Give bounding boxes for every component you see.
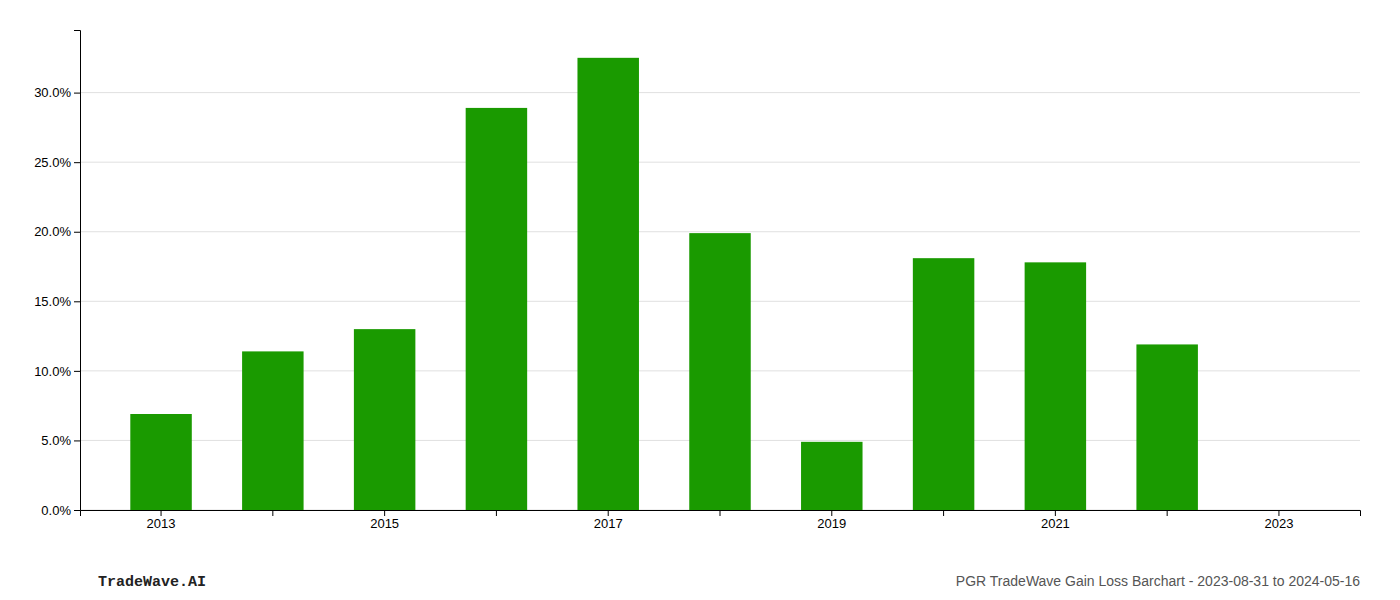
- bar: [242, 351, 303, 510]
- annotation: TradeWave.AI: [98, 574, 206, 591]
- x-tick: [1167, 510, 1168, 516]
- x-tick-mark: [943, 510, 944, 516]
- y-tick-mark: [74, 232, 80, 233]
- grid-line: [80, 92, 1360, 93]
- y-tick-mark: [74, 371, 80, 372]
- x-tick-mark: [831, 510, 832, 516]
- x-tick-mark: [1278, 510, 1279, 516]
- bars: [130, 58, 1198, 510]
- y-tick-mark: [74, 301, 80, 302]
- x-tick: 2013: [147, 510, 176, 531]
- y-tick-label: 20.0%: [34, 224, 71, 239]
- x-tick: 2021: [1041, 510, 1070, 531]
- y-tick: 10.0%: [34, 364, 80, 379]
- y-tick-mark: [74, 93, 80, 94]
- x-tick: [496, 510, 497, 516]
- x-tick-mark: [1055, 510, 1056, 516]
- x-tick-label: 2019: [817, 516, 846, 531]
- x-tick-label: 2015: [370, 516, 399, 531]
- y-tick-label: 0.0%: [41, 503, 71, 518]
- x-tick-label: 2017: [594, 516, 623, 531]
- x-tick-mark: [1167, 510, 1168, 516]
- y-axis: 0.0% 5.0% 10.0% 15.0% 20.0% 25.0% 30.0%: [34, 31, 80, 518]
- x-tick: 2019: [817, 510, 846, 531]
- x-tick-mark: [608, 510, 609, 516]
- x-tick: [272, 510, 273, 516]
- plot: 0.0%5.0%10.0%15.0%20.0%25.0%30.0%2013201…: [34, 31, 1360, 532]
- x-tick-mark: [272, 510, 273, 516]
- x-tick-mark: [496, 510, 497, 516]
- x-tick-label: 2021: [1041, 516, 1070, 531]
- x-tick-mark: [720, 510, 721, 516]
- y-tick: 5.0%: [41, 433, 80, 448]
- bar: [801, 442, 862, 510]
- y-tick-mark: [74, 440, 80, 441]
- y-tick-label: 30.0%: [34, 85, 71, 100]
- y-tick-label: 15.0%: [34, 294, 71, 309]
- y-tick: 30.0%: [34, 85, 80, 100]
- y-tick-mark: [74, 162, 80, 163]
- x-axis-line: [81, 511, 1361, 517]
- x-tick-mark: [384, 510, 385, 516]
- chart: 0.0%5.0%10.0%15.0%20.0%25.0%30.0%2013201…: [0, 0, 1400, 600]
- y-tick-mark: [74, 510, 80, 511]
- x-tick: [943, 510, 944, 516]
- y-tick: 25.0%: [34, 155, 80, 170]
- bar: [130, 414, 191, 510]
- x-axis: 2013 2015 2017 2019 2021 2023: [81, 510, 1361, 531]
- x-tick: [720, 510, 721, 516]
- grid-line: [80, 162, 1360, 163]
- bar: [577, 58, 638, 510]
- y-tick: 0.0%: [41, 503, 80, 518]
- y-axis-line: [74, 31, 81, 511]
- bar: [913, 258, 974, 510]
- bar: [689, 233, 750, 510]
- x-tick: 2015: [370, 510, 399, 531]
- x-tick: 2017: [594, 510, 623, 531]
- x-tick-label: 2013: [147, 516, 176, 531]
- y-tick-label: 10.0%: [34, 364, 71, 379]
- y-tick: 15.0%: [34, 294, 80, 309]
- bar: [354, 329, 415, 510]
- grid-line: [80, 231, 1360, 232]
- annotation: PGR TradeWave Gain Loss Barchart - 2023-…: [956, 573, 1360, 589]
- grid: [80, 93, 1360, 510]
- x-tick: 2023: [1264, 510, 1293, 531]
- bar: [1025, 262, 1086, 510]
- x-tick-mark: [161, 510, 162, 516]
- bar: [1136, 344, 1197, 510]
- y-tick: 20.0%: [34, 224, 80, 239]
- bar: [466, 108, 527, 510]
- y-tick-label: 25.0%: [34, 155, 71, 170]
- x-tick-label: 2023: [1264, 516, 1293, 531]
- y-tick-label: 5.0%: [41, 433, 71, 448]
